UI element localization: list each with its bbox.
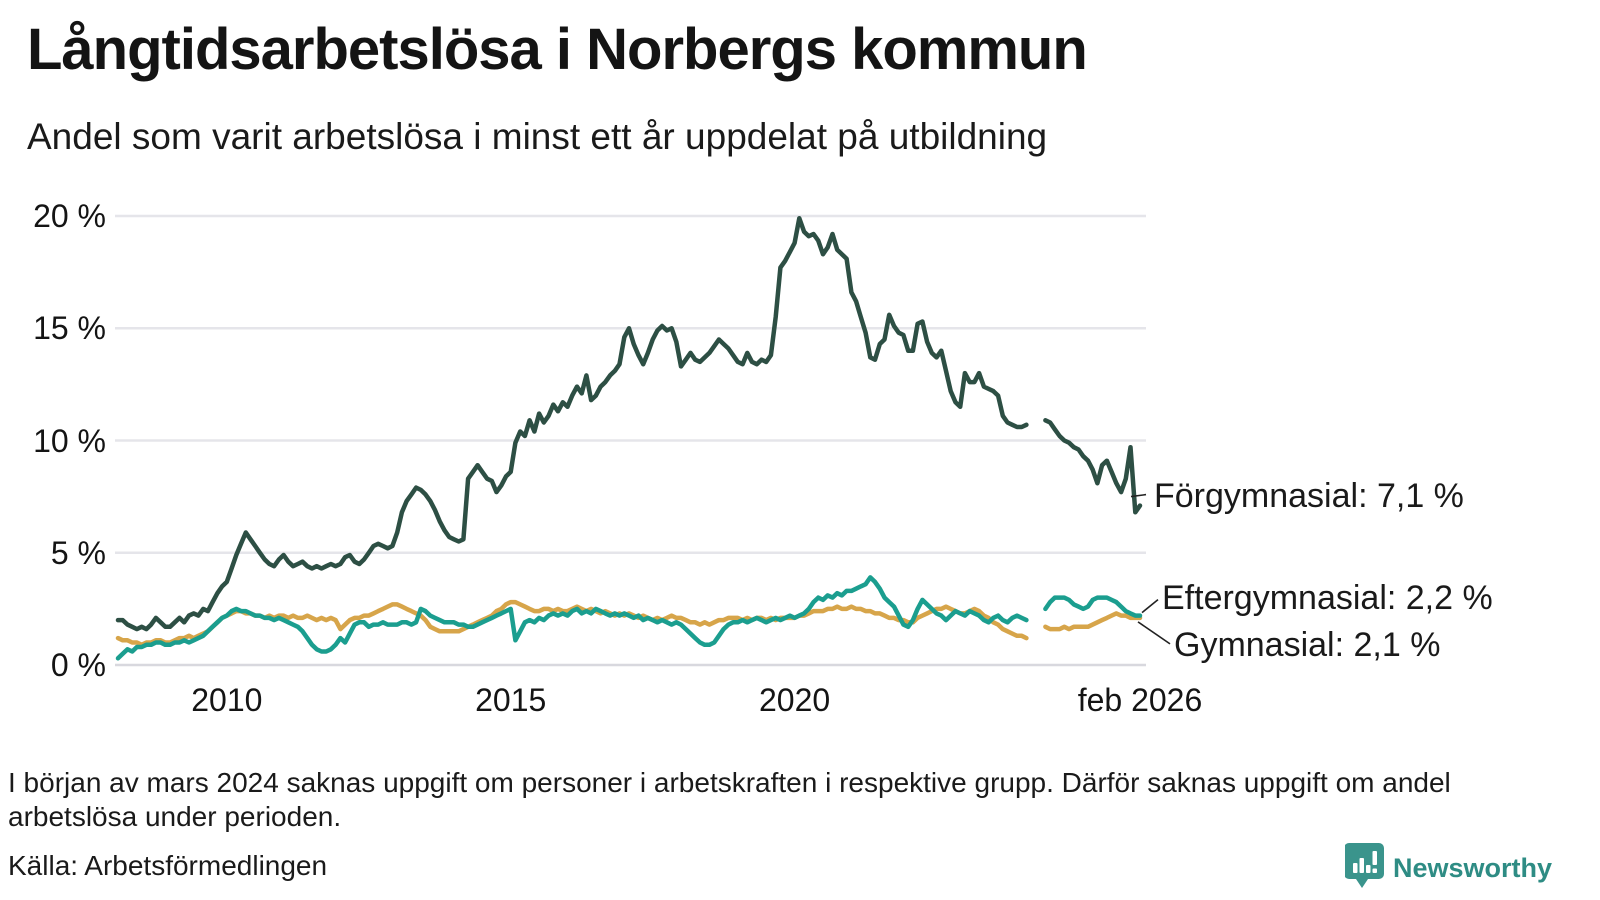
chart-title: Långtidsarbetslösa i Norbergs kommun [27, 17, 1088, 82]
y-tick-label-15: 15 % [33, 310, 106, 347]
chart-source: Källa: Arbetsförmedlingen [8, 850, 328, 881]
series-line-eftergymnasial [115, 575, 1143, 661]
x-tick-label-2010: 2010 [191, 682, 263, 718]
y-tick-label-5: 5 % [50, 534, 106, 571]
series-label-förgymnasial: Förgymnasial: 7,1 % [1154, 476, 1464, 515]
x-tick-label-2020: 2020 [759, 682, 831, 718]
label-leader-förgymnasial [1130, 493, 1147, 498]
x-tick-label-feb-2026: feb 2026 [1077, 682, 1203, 718]
chart-subtitle: Andel som varit arbetslösa i minst ett å… [27, 116, 1048, 157]
y-tick-label-0: 0 % [50, 647, 106, 683]
label-leader-gymnasial [1137, 621, 1171, 645]
y-tick-label-20: 20 % [33, 198, 106, 234]
x-tick-label-2015: 2015 [475, 682, 547, 718]
newsworthy-chart-bubble-icon [1344, 842, 1385, 895]
newsworthy-logo-text: Newsworthy [1393, 853, 1553, 883]
series-label-gymnasial: Gymnasial: 2,1 % [1174, 625, 1441, 664]
series-label-eftergymnasial: Eftergymnasial: 2,2 % [1162, 578, 1493, 617]
chart-footnote: I början av mars 2024 saknas uppgift om … [8, 767, 1451, 832]
series-line-förgymnasial [115, 215, 1143, 632]
newsworthy-logo: Newsworthy [1344, 842, 1553, 895]
label-leader-eftergymnasial [1141, 598, 1159, 614]
y-tick-label-10: 10 % [33, 422, 106, 459]
